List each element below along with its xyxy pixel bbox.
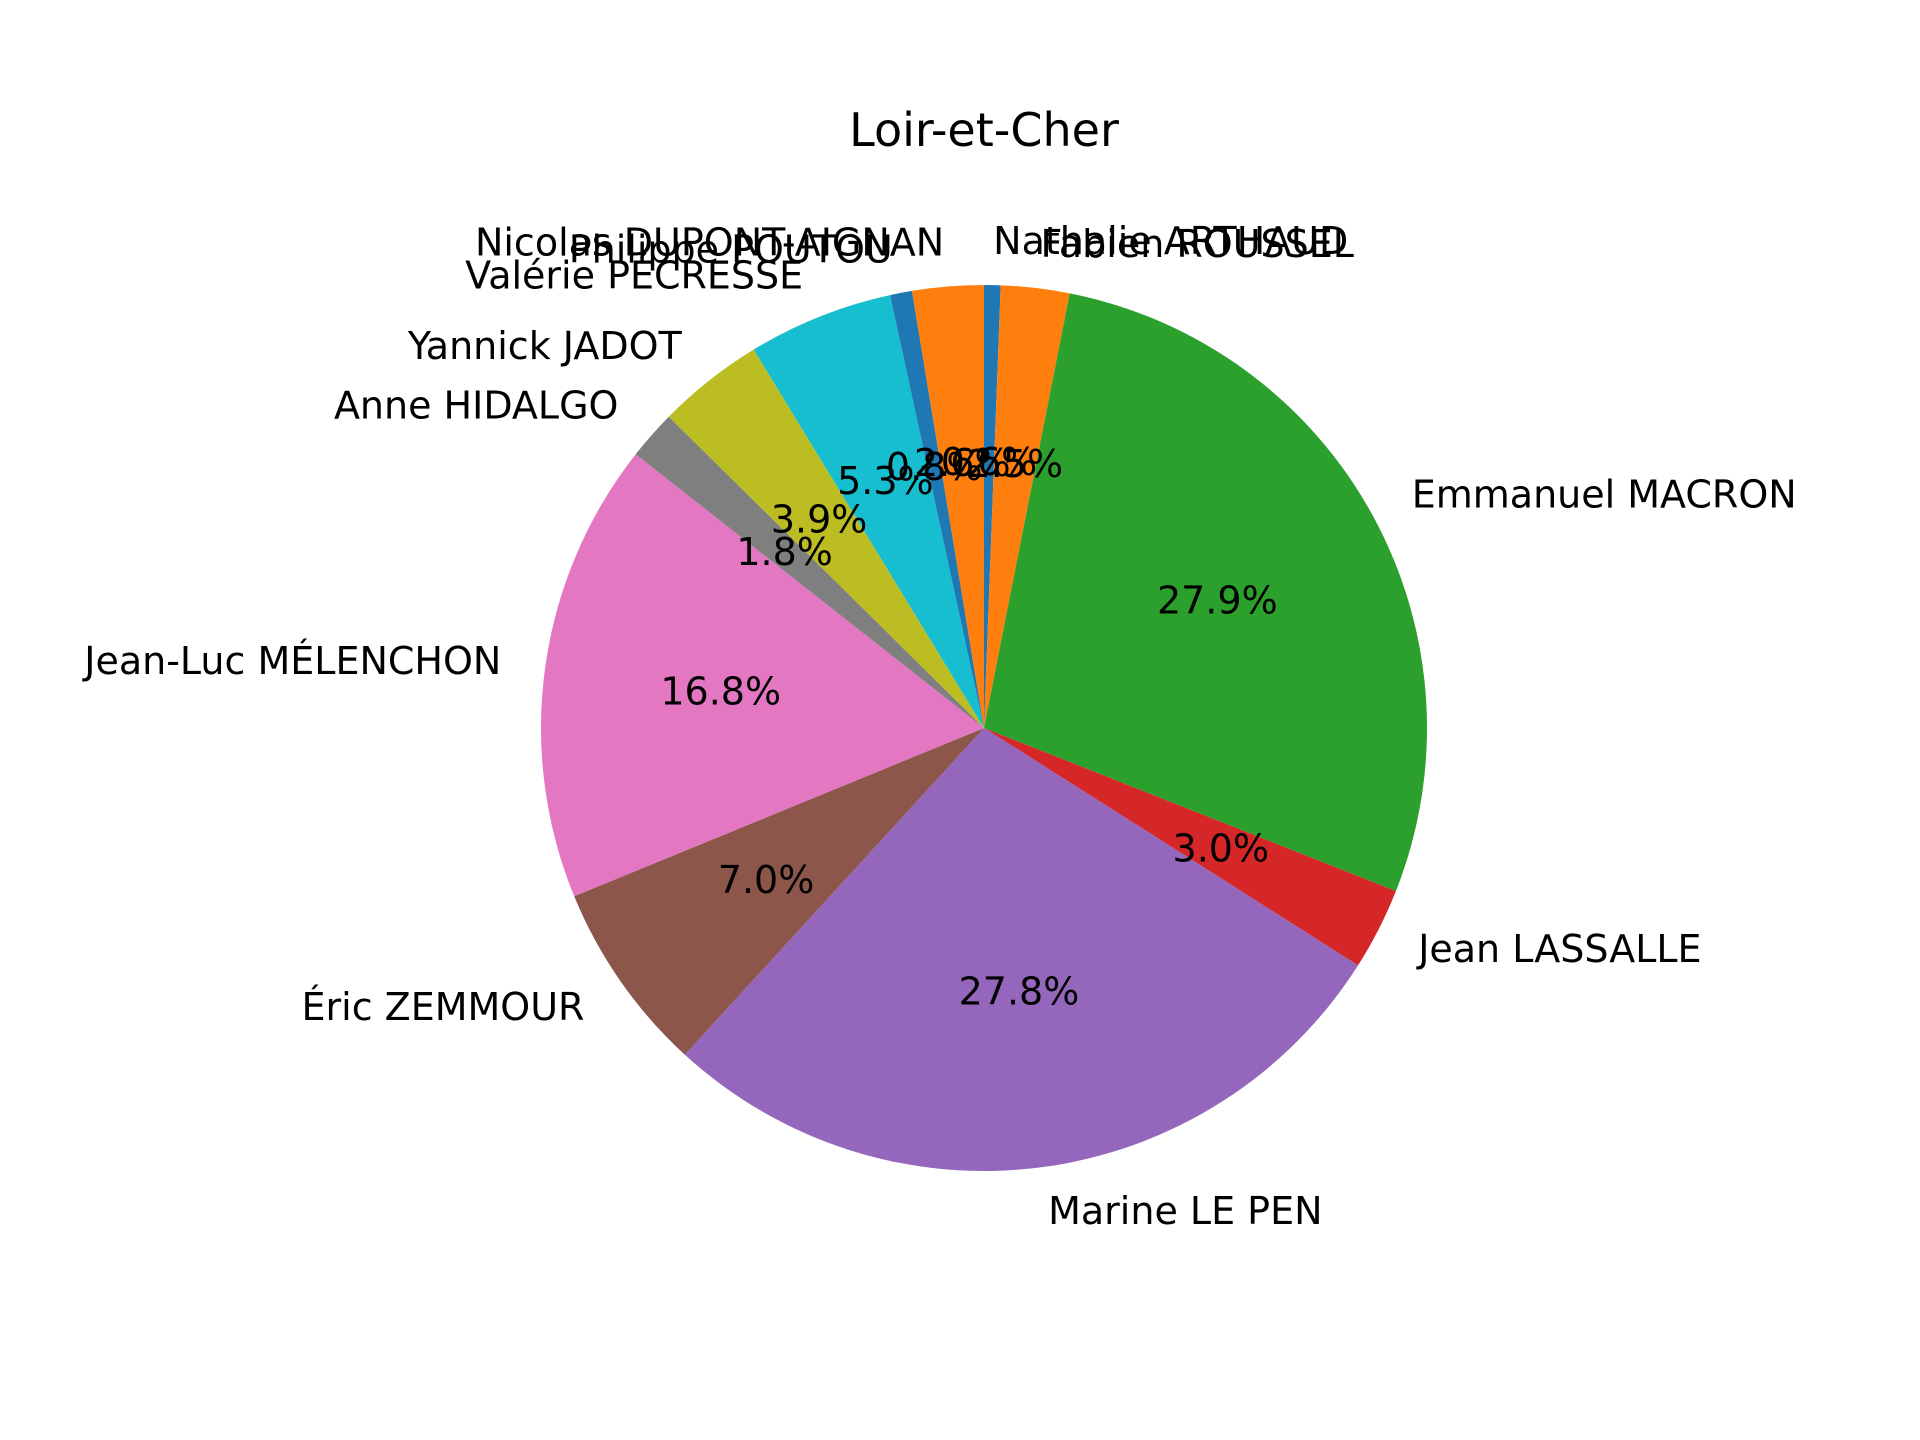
slice-marine-le-pen — [684, 728, 1359, 1171]
chart-title: Loir-et-Cher — [849, 103, 1119, 157]
label-emmanuel-macron: Emmanuel MACRON — [1412, 473, 1797, 517]
pie-slices — [541, 285, 1427, 1171]
label-anne-hidalgo: Anne HIDALGO — [334, 384, 619, 428]
pct-label-yannick-jadot: 3.9% — [771, 498, 868, 542]
slice-jean-lassalle — [984, 728, 1396, 966]
label-jean-lassalle: Jean LASSALLE — [1416, 927, 1701, 971]
pct-label-eric-zemmour: 7.0% — [718, 858, 815, 902]
slice-fabien-roussel — [984, 285, 1070, 728]
percent-labels: 0.6%2.5% 27.9% 3.0% 27.8% 7.0% 16.8% 1.8%3.9%5… — [660, 440, 1277, 1013]
pct-label-philippe-poutou: 0.8% — [886, 445, 983, 489]
pct-label-valerie-pecresse: 5.3% — [837, 459, 934, 503]
pct-label-anne-hidalgo: 1.8% — [736, 530, 833, 574]
label-yannick-jadot: Yannick JADOT — [407, 324, 683, 368]
slice-jean-luc-melenchon — [541, 454, 984, 897]
pct-label-fabien-roussel: 2.5% — [967, 442, 1064, 486]
label-jean-luc-melenchon: Jean-Luc MÉLENCHON — [82, 639, 501, 683]
pct-label-jean-lassalle: 3.0% — [1173, 827, 1270, 871]
label-philippe-poutou: Philippe POUTOU — [569, 227, 893, 271]
label-marine-le-pen: Marine LE PEN — [1048, 1189, 1322, 1233]
slice-eric-zemmour — [574, 728, 984, 1055]
slice-emmanuel-macron — [984, 293, 1427, 892]
pct-label-nicolas-dupont-aignan: 2.6% — [914, 441, 1011, 485]
slice-yannick-jadot — [668, 349, 984, 728]
pct-label-marine-le-pen: 27.8% — [959, 969, 1080, 1013]
slice-anne-hidalgo — [635, 416, 984, 728]
slice-valerie-pecresse — [753, 295, 984, 728]
label-fabien-roussel: Fabien ROUSSEL — [1041, 222, 1354, 266]
label-nicolas-dupont-aignan: Nicolas DUPONT-AIGNAN — [475, 220, 944, 264]
slice-nicolas-dupont-aignan — [911, 285, 984, 728]
pct-label-jean-luc-melenchon: 16.8% — [660, 669, 781, 713]
slice-philippe-poutou — [890, 290, 984, 728]
label-nathalie-arthaud: Nathalie ARTHAUD — [993, 219, 1348, 263]
pct-label-nathalie-arthaud: 0.6% — [941, 440, 1038, 484]
label-valerie-pecresse: Valérie PÉCRESSE — [465, 253, 803, 297]
label-eric-zemmour: Éric ZEMMOUR — [302, 985, 585, 1029]
slice-nathalie-arthaud — [984, 285, 1001, 728]
pct-label-emmanuel-macron: 27.9% — [1157, 579, 1278, 623]
